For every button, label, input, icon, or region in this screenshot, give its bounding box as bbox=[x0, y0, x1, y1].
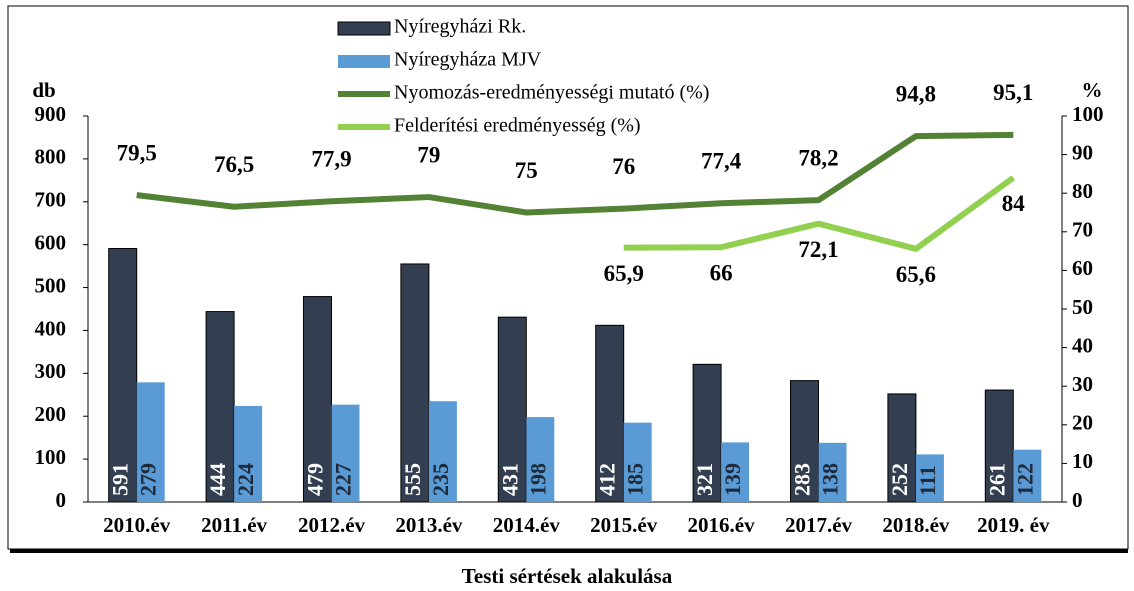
bar-value-label: 235 bbox=[428, 463, 453, 496]
x-tick-label: 2015.év bbox=[590, 513, 658, 537]
bar-value-label: 283 bbox=[790, 463, 815, 496]
bar bbox=[915, 454, 944, 502]
line-value-label: 77,4 bbox=[701, 149, 742, 174]
line-value-label: 78,2 bbox=[798, 145, 838, 170]
y-tick-label: 300 bbox=[35, 359, 67, 383]
x-tick-label: 2010.év bbox=[103, 513, 171, 537]
bar-value-label: 198 bbox=[525, 463, 550, 496]
bar bbox=[721, 442, 750, 502]
bar bbox=[818, 442, 847, 502]
line-value-label: 76 bbox=[612, 154, 635, 179]
y2-tick-label: 30 bbox=[1072, 372, 1093, 396]
line-value-label: 84 bbox=[1002, 191, 1026, 216]
bar bbox=[205, 311, 235, 503]
bar bbox=[595, 324, 625, 503]
legend-swatch bbox=[337, 21, 391, 36]
legend-label: Nyíregyháza MJV bbox=[394, 49, 542, 71]
line-value-label: 95,1 bbox=[993, 80, 1033, 105]
bar-value-label: 111 bbox=[915, 465, 940, 496]
legend-swatch bbox=[338, 55, 390, 68]
line-value-label: 65,6 bbox=[896, 262, 936, 287]
bar bbox=[428, 401, 457, 502]
bar-value-label: 431 bbox=[497, 463, 522, 496]
line-value-label: 66 bbox=[710, 261, 733, 286]
line-value-label: 75 bbox=[515, 158, 538, 183]
bar-value-label: 321 bbox=[692, 463, 717, 496]
y-tick-label: 700 bbox=[35, 188, 67, 212]
x-tick-label: 2011.év bbox=[201, 513, 267, 537]
bar bbox=[136, 382, 165, 502]
y-tick-label: 0 bbox=[56, 488, 67, 512]
legend-label: Nyíregyházi Rk. bbox=[394, 16, 526, 38]
legend-label: Felderítési eredményesség (%) bbox=[394, 115, 641, 137]
bar-value-label: 138 bbox=[818, 463, 843, 496]
legend-label: Nyomozás-eredményességi mutató (%) bbox=[394, 82, 709, 104]
y-tick-label: 100 bbox=[35, 445, 67, 469]
y2-tick-label: 50 bbox=[1072, 295, 1093, 319]
y-tick-label: 800 bbox=[35, 145, 67, 169]
bar-value-label: 279 bbox=[136, 463, 161, 496]
line-value-label: 72,1 bbox=[798, 237, 838, 262]
x-tick-label: 2018.év bbox=[882, 513, 950, 537]
y-tick-label: 400 bbox=[35, 316, 67, 340]
bar bbox=[400, 263, 430, 503]
y2-tick-label: 90 bbox=[1072, 140, 1093, 164]
bar bbox=[692, 363, 722, 503]
x-tick-label: 2019. év bbox=[977, 513, 1050, 537]
bar-value-label: 479 bbox=[303, 463, 328, 496]
bar bbox=[526, 417, 555, 502]
y2-tick-label: 20 bbox=[1072, 411, 1093, 435]
bar bbox=[623, 422, 652, 502]
bar-value-label: 261 bbox=[984, 463, 1009, 496]
y2-tick-label: 60 bbox=[1072, 256, 1093, 280]
bar-value-label: 252 bbox=[887, 463, 912, 496]
bar bbox=[1013, 449, 1042, 502]
line-value-label: 65,9 bbox=[604, 261, 644, 286]
chart-title: Testi sértések alakulása bbox=[462, 564, 673, 588]
y-tick-label: 600 bbox=[35, 230, 67, 254]
line bbox=[136, 131, 1014, 216]
bar bbox=[303, 296, 332, 503]
x-tick-label: 2014.év bbox=[493, 513, 561, 537]
bar bbox=[234, 405, 263, 502]
y2-axis-title: % bbox=[1082, 78, 1103, 102]
bar-value-label: 224 bbox=[233, 463, 258, 496]
line-value-label: 79 bbox=[417, 142, 440, 167]
bar bbox=[331, 404, 360, 502]
y-tick-label: 500 bbox=[35, 273, 67, 297]
x-tick-label: 2016.év bbox=[688, 513, 756, 537]
y2-tick-label: 70 bbox=[1072, 218, 1093, 242]
bar bbox=[984, 389, 1014, 503]
bar bbox=[108, 248, 138, 503]
line bbox=[623, 175, 1016, 252]
x-tick-label: 2013.év bbox=[395, 513, 463, 537]
x-tick-label: 2012.év bbox=[298, 513, 366, 537]
line-value-label: 76,5 bbox=[214, 152, 254, 177]
bar-value-label: 444 bbox=[205, 463, 230, 496]
bar-value-label: 227 bbox=[331, 463, 356, 496]
x-tick-label: 2017.év bbox=[785, 513, 853, 537]
y2-tick-label: 80 bbox=[1072, 179, 1093, 203]
bar-value-label: 122 bbox=[1012, 463, 1037, 496]
line-value-label: 79,5 bbox=[117, 140, 157, 165]
y-axis-title: db bbox=[32, 78, 55, 102]
bar bbox=[497, 316, 527, 503]
bar bbox=[790, 380, 819, 503]
y-tick-label: 900 bbox=[35, 102, 67, 126]
y2-tick-label: 100 bbox=[1072, 102, 1104, 126]
bar-value-label: 185 bbox=[623, 463, 648, 496]
y-tick-label: 200 bbox=[35, 402, 67, 426]
bar-value-label: 555 bbox=[400, 463, 425, 496]
bar-value-label: 139 bbox=[720, 463, 745, 496]
bar-value-label: 412 bbox=[595, 463, 620, 496]
bar-value-label: 591 bbox=[108, 463, 133, 496]
bar bbox=[887, 393, 917, 503]
y2-tick-label: 10 bbox=[1072, 449, 1093, 473]
line-value-label: 94,8 bbox=[896, 81, 936, 106]
y2-tick-label: 40 bbox=[1072, 333, 1093, 357]
y2-tick-label: 0 bbox=[1072, 488, 1083, 512]
line-value-label: 77,9 bbox=[311, 147, 351, 172]
